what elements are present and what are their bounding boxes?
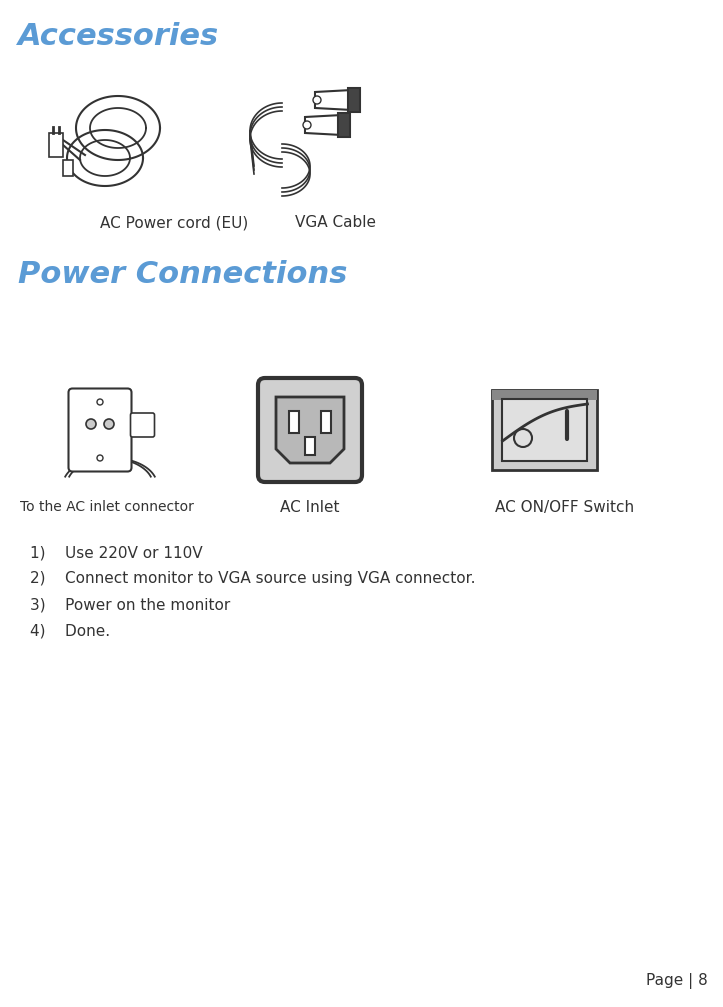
- FancyBboxPatch shape: [348, 88, 360, 112]
- FancyBboxPatch shape: [502, 399, 588, 461]
- Polygon shape: [315, 90, 352, 110]
- Text: Accessories: Accessories: [18, 22, 219, 51]
- Text: Page | 8: Page | 8: [646, 973, 708, 989]
- Text: 2)    Connect monitor to VGA source using VGA connector.: 2) Connect monitor to VGA source using V…: [30, 571, 476, 586]
- FancyBboxPatch shape: [492, 390, 597, 400]
- Circle shape: [97, 399, 103, 405]
- Circle shape: [303, 121, 311, 129]
- FancyBboxPatch shape: [69, 389, 132, 471]
- Circle shape: [86, 419, 96, 429]
- FancyBboxPatch shape: [492, 390, 597, 470]
- Text: 1)    Use 220V or 110V: 1) Use 220V or 110V: [30, 545, 202, 560]
- FancyBboxPatch shape: [338, 113, 350, 137]
- Polygon shape: [305, 115, 342, 135]
- Circle shape: [313, 96, 321, 104]
- Circle shape: [97, 455, 103, 461]
- FancyBboxPatch shape: [49, 133, 63, 157]
- Text: AC Inlet: AC Inlet: [280, 500, 340, 515]
- Text: 4)    Done.: 4) Done.: [30, 623, 110, 638]
- FancyBboxPatch shape: [305, 437, 315, 455]
- Circle shape: [104, 419, 114, 429]
- Text: Power Connections: Power Connections: [18, 260, 347, 289]
- Polygon shape: [276, 397, 344, 463]
- Text: 3)    Power on the monitor: 3) Power on the monitor: [30, 597, 230, 612]
- Text: AC Power cord (EU): AC Power cord (EU): [100, 215, 248, 230]
- FancyBboxPatch shape: [258, 378, 362, 482]
- FancyBboxPatch shape: [289, 411, 299, 433]
- FancyBboxPatch shape: [321, 411, 331, 433]
- Text: To the AC inlet connector: To the AC inlet connector: [20, 500, 194, 514]
- FancyBboxPatch shape: [130, 413, 155, 437]
- Text: AC ON/OFF Switch: AC ON/OFF Switch: [495, 500, 634, 515]
- Text: VGA Cable: VGA Cable: [295, 215, 376, 230]
- FancyBboxPatch shape: [63, 160, 73, 176]
